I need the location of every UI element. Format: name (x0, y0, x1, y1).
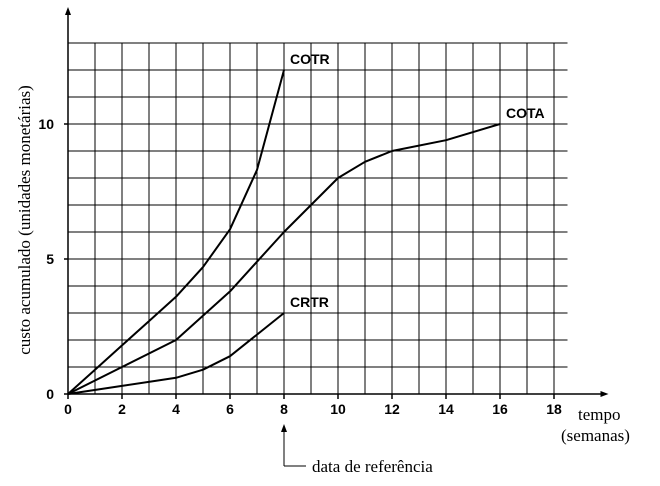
x-tick-label: 4 (172, 401, 180, 417)
series-label: COTR (290, 51, 330, 67)
x-tick-label: 12 (384, 401, 400, 417)
x-axis-arrow (600, 391, 609, 397)
x-tick-label: 16 (492, 401, 508, 417)
y-axis-arrow (65, 7, 71, 15)
x-tick-label: 8 (280, 401, 288, 417)
x-tick-label: 18 (546, 401, 562, 417)
series-line (67, 312, 285, 395)
y-tick-label: 5 (46, 251, 54, 267)
y-tick-label: 0 (46, 386, 54, 402)
x-tick-label: 0 (64, 401, 72, 417)
x-tick-label: 6 (226, 401, 234, 417)
x-tick-label: 10 (330, 401, 346, 417)
x-tick-label: 2 (118, 401, 126, 417)
series-label: COTA (506, 105, 545, 121)
series-label: CRTR (290, 294, 329, 310)
series-line (67, 123, 501, 395)
x-tick-label: 14 (438, 401, 454, 417)
y-tick-label: 10 (38, 116, 54, 132)
y-axis-label: custo acumulado (unidades monetárias) (15, 85, 34, 355)
annotation-arrow (281, 424, 287, 432)
x-axis-label-unit: (semanas) (561, 426, 630, 445)
annotation-text: data de referência (312, 457, 433, 476)
x-axis-label: tempo (578, 405, 621, 424)
series-line (67, 69, 285, 395)
